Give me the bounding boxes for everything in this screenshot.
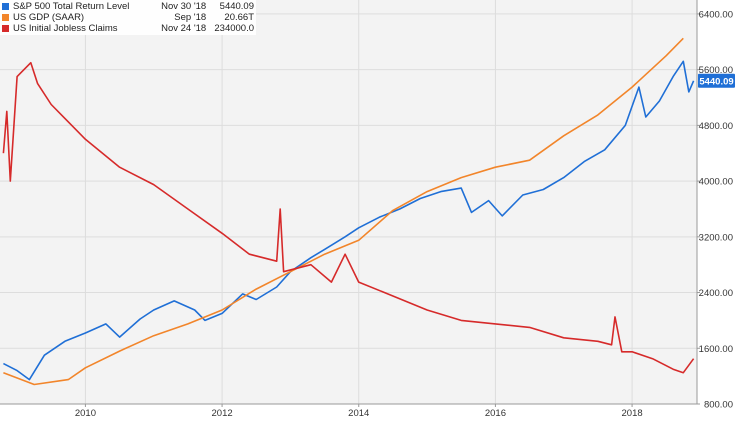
- legend-date: Nov 24 '18: [161, 23, 207, 34]
- y-axis: 6400.00 5600.00 4800.00 4000.00 3200.00 2400.…: [696, 0, 733, 411]
- x-tick-label: 2012: [212, 408, 233, 419]
- x-tick-label: 2018: [622, 408, 643, 419]
- x-axis: 2010 2012 2014 2016 2018: [0, 403, 697, 419]
- y-tick-label: 5600.00: [699, 65, 733, 76]
- y-tick-label: 6400.00: [699, 9, 733, 20]
- legend-swatch-jobless-claims: [2, 25, 9, 32]
- y-tick-label: 4000.00: [699, 177, 733, 188]
- y-tick-label: 800.00: [704, 400, 733, 411]
- series-line-gdp: [3, 37, 684, 386]
- legend-item-sp500[interactable]: S&P 500 Total Return Level Nov 30 '18 54…: [2, 1, 254, 12]
- y-tick-label: 4800.00: [699, 121, 733, 132]
- legend: S&P 500 Total Return Level Nov 30 '18 54…: [0, 0, 256, 35]
- series-layer: [2, 37, 695, 386]
- legend-item-gdp[interactable]: US GDP (SAAR) Sep '18 20.66T: [2, 12, 254, 23]
- y-tick-label: 1600.00: [699, 344, 733, 355]
- plot-area: [0, 0, 697, 404]
- y-tick-label: 2400.00: [699, 288, 733, 299]
- legend-name: US GDP (SAAR): [13, 12, 85, 23]
- legend-value: 5440.09: [219, 1, 254, 12]
- legend-name: S&P 500 Total Return Level: [13, 1, 130, 12]
- legend-value: 234000.0: [214, 23, 254, 34]
- y-tick-label: 3200.00: [699, 232, 733, 243]
- legend-name: US Initial Jobless Claims: [13, 23, 118, 34]
- x-tick-label: 2016: [485, 408, 506, 419]
- legend-value: 20.66T: [224, 12, 254, 23]
- x-tick-label: 2010: [75, 408, 96, 419]
- legend-swatch-gdp: [2, 14, 9, 21]
- last-value-tag-box: [698, 73, 735, 88]
- legend-item-jobless-claims[interactable]: US Initial Jobless Claims Nov 24 '18 234…: [2, 23, 254, 34]
- last-value-tag: 5440.09: [698, 73, 735, 88]
- series-line-jobless-claims: [2, 61, 695, 374]
- legend-date: Nov 30 '18: [161, 1, 207, 12]
- series-line-sp500: [3, 60, 695, 381]
- legend-date: Sep '18: [174, 12, 207, 23]
- x-tick-label: 2014: [348, 408, 369, 419]
- legend-swatch-sp500: [2, 3, 9, 10]
- last-value-tag-text: 5440.09: [699, 76, 733, 87]
- grid-lines: [0, 0, 697, 405]
